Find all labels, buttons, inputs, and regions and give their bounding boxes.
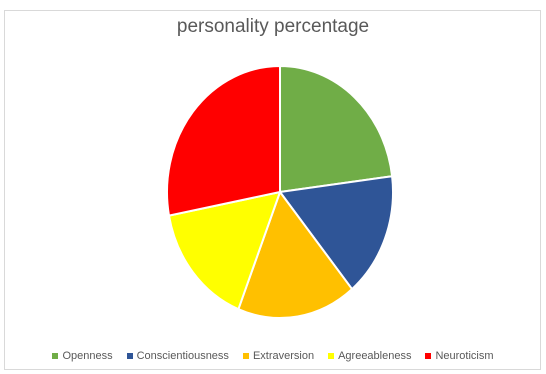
pie-slice-conscientiousness: [278, 175, 394, 291]
legend-swatch: [242, 353, 249, 359]
pie-slice-neuroticism: [166, 64, 281, 217]
legend-label: Openness: [62, 350, 113, 362]
legend-label: Extraversion: [252, 350, 315, 362]
chart-legend: Openness Conscientiousness Extraversion Agr…: [0, 350, 546, 362]
legend-item-agreeableness: Agreeableness: [328, 350, 411, 362]
legend-item-openness: Openness: [52, 350, 113, 362]
legend-swatch: [328, 353, 335, 359]
legend-item-neuroticism: Neuroticism: [425, 350, 494, 362]
pie-slice-openness: [279, 64, 394, 194]
legend-label: Conscientiousness: [136, 350, 229, 362]
legend-swatch: [126, 353, 133, 359]
legend-label: Agreeableness: [338, 350, 412, 362]
chart-title: personality percentage: [176, 16, 370, 37]
pie-slice-extraversion: [237, 189, 354, 319]
pie-slice-agreeableness: [167, 190, 282, 311]
legend-item-extraversion: Extraversion: [242, 350, 315, 362]
legend-item-conscientiousness: Conscientiousness: [126, 350, 229, 362]
legend-swatch: [425, 353, 432, 359]
legend-label: Neuroticism: [435, 350, 494, 362]
legend-swatch: [52, 353, 59, 359]
